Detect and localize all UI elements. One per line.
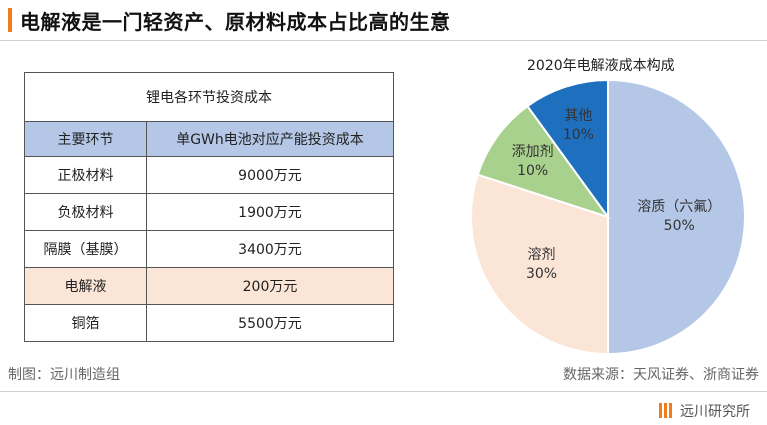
table-cell-value: 1900万元	[146, 193, 394, 231]
chart-credit: 制图：远川制造组	[8, 367, 120, 383]
table-cell-value: 5500万元	[146, 304, 394, 342]
pie-slice-value: 50%	[663, 218, 695, 234]
pie-slice	[470, 173, 609, 356]
table-row: 正极材料 9000万元	[24, 156, 394, 194]
table-cell-value: 3400万元	[146, 230, 394, 268]
table-cell-name: 负极材料	[24, 193, 147, 231]
pie-slice-label: 其他 10%	[563, 107, 594, 145]
table-cell-name: 隔膜（基膜）	[24, 230, 147, 268]
pie-slice	[526, 78, 609, 221]
pie-slice	[607, 78, 746, 356]
brand-name: 远川研究所	[680, 404, 750, 420]
table-row: 隔膜（基膜） 3400万元	[24, 230, 394, 268]
table-caption-row: 锂电各环节投资成本	[24, 72, 394, 122]
brand-logo-icon	[659, 403, 673, 418]
footer-divider	[0, 391, 767, 392]
pie-slice-value: 10%	[562, 126, 594, 143]
table-caption: 锂电各环节投资成本	[24, 72, 394, 122]
table-cell-value: 200万元	[146, 267, 394, 305]
pie-slice-name: 溶剂	[527, 247, 556, 264]
page-title: 电解液是一门轻资产、原材料成本占比高的生意	[20, 10, 451, 34]
table-header-row: 主要环节 单GWh电池对应产能投资成本	[24, 121, 394, 157]
table-row-highlighted: 电解液 200万元	[24, 267, 394, 305]
data-source: 数据来源：天风证券、浙商证券	[563, 367, 759, 383]
title-accent-bar	[8, 8, 12, 32]
pie-slice-value: 30%	[525, 266, 558, 283]
title-divider	[0, 40, 767, 41]
investment-cost-table: 锂电各环节投资成本 主要环节 单GWh电池对应产能投资成本 正极材料 9000万…	[24, 72, 394, 342]
table-row: 负极材料 1900万元	[24, 193, 394, 231]
pie-slice-value: 10%	[517, 163, 549, 180]
table-cell-value: 9000万元	[146, 156, 394, 194]
pie-slice-label: 溶质（六氟） 50%	[637, 198, 721, 236]
table-cell-name: 电解液	[24, 267, 147, 305]
pie-slice-label: 溶剂 30%	[526, 246, 557, 284]
column-header-cost: 单GWh电池对应产能投资成本	[146, 121, 394, 157]
pie-slice-label: 添加剂 10%	[512, 143, 554, 181]
pie-slice-name: 添加剂	[511, 144, 554, 161]
column-header-segment: 主要环节	[24, 121, 147, 157]
table-cell-name: 铜箔	[24, 304, 147, 342]
pie-chart-title: 2020年电解液成本构成	[527, 58, 675, 74]
pie-slice	[476, 104, 611, 219]
pie-slice-name: 其他	[564, 107, 593, 124]
table-row: 铜箔 5500万元	[24, 304, 394, 342]
table-cell-name: 正极材料	[24, 156, 147, 194]
pie-slice-name: 溶质（六氟）	[637, 199, 722, 215]
pie-chart	[470, 78, 746, 356]
